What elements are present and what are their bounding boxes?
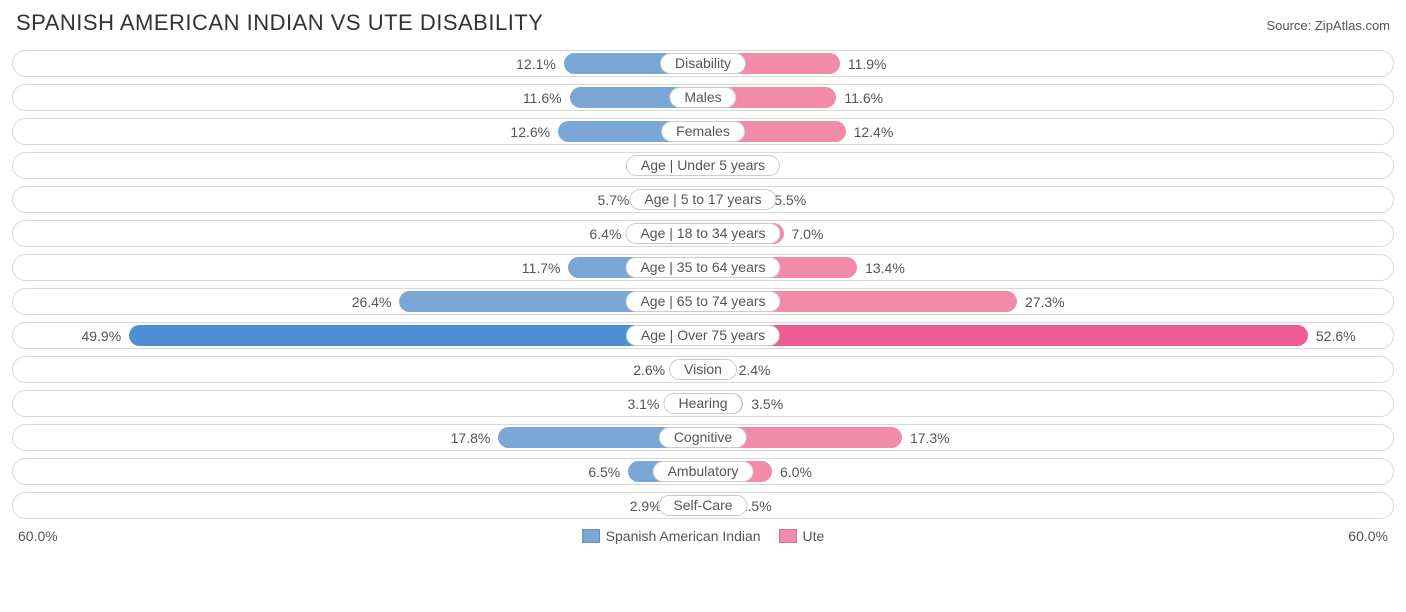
value-right: 27.3% bbox=[1025, 289, 1065, 316]
legend-label-left: Spanish American Indian bbox=[606, 528, 761, 544]
chart-source: Source: ZipAtlas.com bbox=[1266, 18, 1390, 33]
value-left: 49.9% bbox=[81, 323, 121, 350]
row-label: Vision bbox=[669, 359, 737, 380]
value-left: 2.9% bbox=[630, 493, 662, 520]
chart-footer: 60.0% Spanish American Indian Ute 60.0% bbox=[12, 526, 1394, 544]
axis-max-left: 60.0% bbox=[18, 528, 58, 544]
row-label: Males bbox=[669, 87, 736, 108]
row-label: Cognitive bbox=[659, 427, 747, 448]
value-left: 17.8% bbox=[451, 425, 491, 452]
chart-row: 6.4% 7.0% Age | 18 to 34 years bbox=[12, 220, 1394, 247]
value-right: 11.9% bbox=[848, 51, 887, 78]
legend-item-right: Ute bbox=[779, 528, 825, 544]
chart-row: 12.6% 12.4% Females bbox=[12, 118, 1394, 145]
value-left: 12.1% bbox=[516, 51, 556, 78]
row-label: Age | Under 5 years bbox=[626, 155, 780, 176]
value-right: 52.6% bbox=[1316, 323, 1356, 350]
value-left: 6.5% bbox=[588, 459, 620, 486]
value-right: 3.5% bbox=[751, 391, 783, 418]
chart-header: SPANISH AMERICAN INDIAN VS UTE DISABILIT… bbox=[12, 10, 1394, 36]
value-right: 11.6% bbox=[844, 85, 883, 112]
row-label: Age | 65 to 74 years bbox=[625, 291, 780, 312]
legend: Spanish American Indian Ute bbox=[582, 528, 825, 544]
chart-row: 17.8% 17.3% Cognitive bbox=[12, 424, 1394, 451]
value-right: 17.3% bbox=[910, 425, 950, 452]
row-label: Age | 35 to 64 years bbox=[625, 257, 780, 278]
value-right: 6.0% bbox=[780, 459, 812, 486]
bar-right bbox=[703, 325, 1308, 346]
chart-row: 5.7% 5.5%Age | 5 to 17 years bbox=[12, 186, 1394, 213]
value-left: 2.6% bbox=[633, 357, 665, 384]
row-label: Age | Over 75 years bbox=[626, 325, 780, 346]
value-left: 6.4% bbox=[589, 221, 621, 248]
value-left: 26.4% bbox=[352, 289, 392, 316]
chart-row: 11.6% 11.6% Males bbox=[12, 84, 1394, 111]
chart-area: 12.1% 11.9% Disability 11.6% 11.6% Males 12.6%… bbox=[12, 50, 1394, 519]
legend-label-right: Ute bbox=[803, 528, 825, 544]
row-label: Females bbox=[661, 121, 745, 142]
value-left: 3.1% bbox=[627, 391, 659, 418]
value-right: 13.4% bbox=[865, 255, 905, 282]
chart-row: 3.1% 3.5% Hearing bbox=[12, 390, 1394, 417]
value-right: 12.4% bbox=[854, 119, 894, 146]
chart-row: 2.9%2.5%Self-Care bbox=[12, 492, 1394, 519]
value-left: 5.7% bbox=[598, 187, 630, 214]
axis-max-right: 60.0% bbox=[1348, 528, 1388, 544]
chart-row: 26.4% 27.3% Age | 65 to 74 years bbox=[12, 288, 1394, 315]
legend-swatch-left bbox=[582, 529, 600, 543]
value-left: 11.6% bbox=[523, 85, 562, 112]
value-left: 12.6% bbox=[510, 119, 550, 146]
chart-row: 1.3%0.86%Age | Under 5 years bbox=[12, 152, 1394, 179]
bar-left bbox=[129, 325, 703, 346]
row-label: Self-Care bbox=[658, 495, 747, 516]
chart-row: 12.1% 11.9% Disability bbox=[12, 50, 1394, 77]
chart-row: 6.5% 6.0% Ambulatory bbox=[12, 458, 1394, 485]
chart-row: 2.6% 2.4%Vision bbox=[12, 356, 1394, 383]
chart-row: 49.9% 52.6% Age | Over 75 years bbox=[12, 322, 1394, 349]
row-label: Ambulatory bbox=[653, 461, 754, 482]
row-label: Age | 5 to 17 years bbox=[629, 189, 776, 210]
value-right: 2.4% bbox=[739, 357, 771, 384]
chart-row: 11.7% 13.4% Age | 35 to 64 years bbox=[12, 254, 1394, 281]
row-label: Age | 18 to 34 years bbox=[625, 223, 780, 244]
legend-item-left: Spanish American Indian bbox=[582, 528, 761, 544]
row-label: Hearing bbox=[663, 393, 742, 414]
row-label: Disability bbox=[660, 53, 746, 74]
value-left: 11.7% bbox=[522, 255, 561, 282]
value-right: 5.5% bbox=[774, 187, 806, 214]
value-right: 7.0% bbox=[792, 221, 824, 248]
chart-title: SPANISH AMERICAN INDIAN VS UTE DISABILIT… bbox=[16, 10, 543, 36]
legend-swatch-right bbox=[779, 529, 797, 543]
